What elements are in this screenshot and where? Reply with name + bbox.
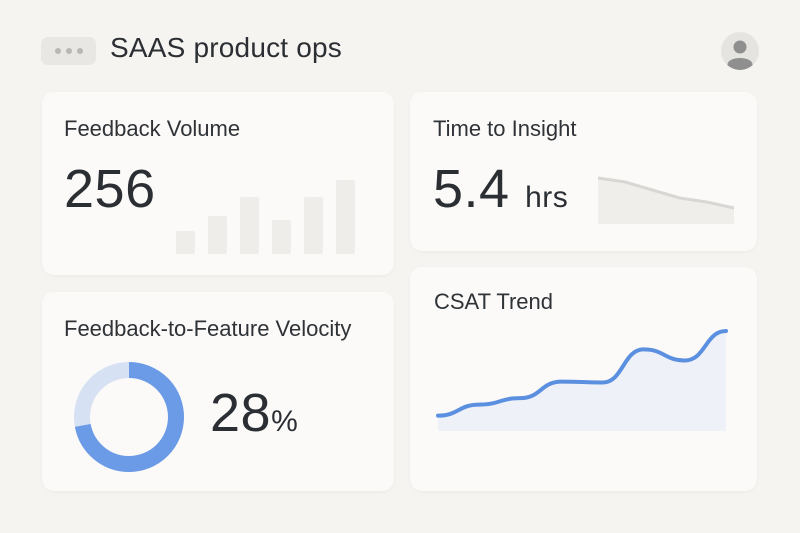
- feedback-volume-bar: [208, 216, 227, 254]
- feedback-volume-bar: [304, 197, 323, 254]
- time-to-insight-value: 5.4: [433, 159, 510, 219]
- velocity-donut-chart: [74, 362, 184, 472]
- feedback-volume-title: Feedback Volume: [64, 116, 241, 141]
- time-to-insight-unit: hrs: [525, 181, 569, 214]
- time-to-insight-line: [598, 176, 734, 210]
- feedback-volume-card[interactable]: Feedback Volume 256: [42, 92, 394, 275]
- time-to-insight-card[interactable]: Time to Insight 5.4 hrs: [410, 92, 757, 251]
- feedback-volume-bar: [176, 231, 195, 254]
- csat-card[interactable]: CSAT Trend: [410, 267, 757, 491]
- csat-line-chart: [436, 329, 728, 431]
- feedback-volume-bar-chart: [176, 178, 366, 254]
- velocity-title: Feedback-to-Feature Velocity: [64, 316, 352, 341]
- feedback-volume-value: 256: [64, 159, 156, 219]
- velocity-unit: %: [271, 405, 299, 438]
- menu-dot: [76, 48, 83, 54]
- menu-dot: [54, 48, 61, 54]
- page-title: SAAS product ops: [110, 32, 342, 63]
- feedback-volume-bar: [336, 180, 355, 254]
- csat-title: CSAT Trend: [434, 289, 554, 314]
- donut-arc: [74, 362, 184, 472]
- user-avatar-icon[interactable]: [721, 32, 759, 70]
- time-to-insight-title: Time to Insight: [433, 116, 577, 141]
- csat-line: [436, 329, 728, 418]
- velocity-card[interactable]: Feedback-to-Feature Velocity 28%: [42, 292, 394, 491]
- time-to-insight-area: [598, 178, 734, 224]
- menu-button[interactable]: [41, 37, 96, 65]
- velocity-value: 28: [210, 383, 272, 443]
- time-to-insight-value-group: 5.4 hrs: [433, 158, 568, 220]
- csat-area: [438, 331, 726, 431]
- time-to-insight-sparkline: [598, 176, 734, 224]
- velocity-value-group: 28%: [210, 382, 298, 444]
- menu-dot: [65, 48, 72, 54]
- feedback-volume-bar: [240, 197, 259, 254]
- feedback-volume-bar: [272, 220, 291, 254]
